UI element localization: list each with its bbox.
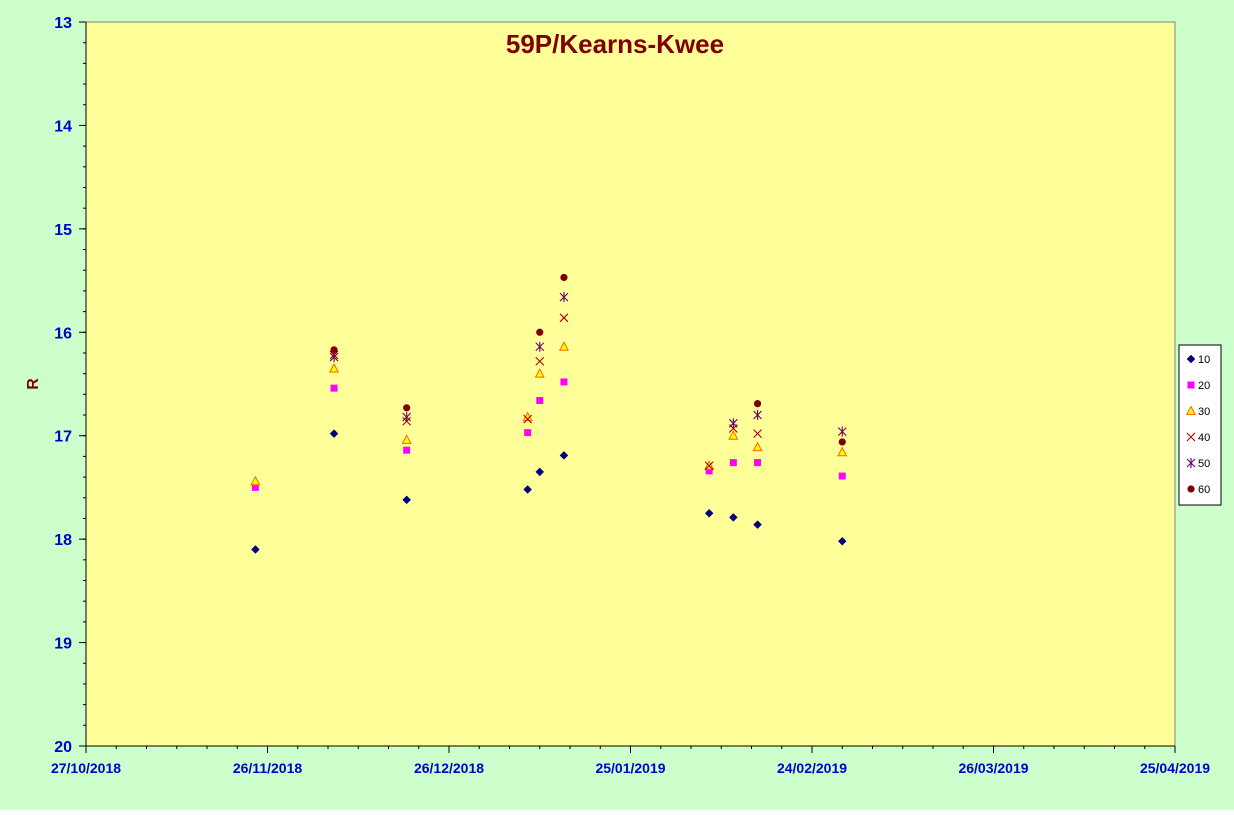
data-point [330,346,338,354]
data-point [559,313,569,323]
data-point [752,441,763,452]
data-point [729,459,737,467]
data-point [728,430,739,440]
legend-marker [1186,354,1196,364]
y-tick-label: 13 [54,15,72,32]
data-point [753,429,762,439]
y-tick-label: 16 [54,325,72,342]
x-tick-label: 26/12/2018 [414,760,484,776]
data-point [837,446,848,457]
legend-label: 10 [1198,354,1210,366]
data-point [754,459,762,467]
data-point [251,483,259,491]
legend-label: 60 [1198,484,1210,496]
x-tick-label: 26/03/2019 [958,760,1028,776]
legend-label: 40 [1198,432,1210,444]
series-20 [251,378,846,491]
series-10 [251,429,847,554]
data-point [251,545,260,554]
data-point [536,397,544,405]
y-tick-label: 19 [54,636,72,653]
data-point [753,520,762,530]
data-point [838,472,846,480]
data-point [330,384,338,392]
x-tick-label: 25/04/2019 [1140,760,1210,776]
data-point [329,429,339,438]
data-point [329,352,339,363]
data-point [704,461,714,471]
data-point [402,412,412,423]
data-point [728,513,738,522]
data-point [559,451,569,460]
data-point [329,362,340,373]
legend-item: 50 [1186,458,1210,470]
data-point [535,356,545,366]
data-point [705,467,713,475]
y-tick-label: 15 [54,222,72,239]
legend-marker [1187,381,1195,389]
x-tick-label: 26/11/2018 [233,760,303,776]
legend-label: 50 [1198,458,1210,470]
data-point [534,368,545,378]
series-60 [330,273,846,446]
x-tick-label: 25/01/2019 [595,760,665,776]
x-tick-label: 27/10/2018 [51,760,121,776]
axes: 13 14 15 16 17 18 19 20 27/10/2018 26/11/2018 26/1… [51,15,1210,776]
data-point [523,414,533,424]
data-point [524,429,532,437]
y-tick-label: 18 [54,532,72,549]
legend-marker [1186,432,1196,442]
chart-title: 59P/Kearns-Kwee [506,29,724,59]
data-point [837,426,847,437]
legend-item: 40 [1186,432,1210,444]
legend-marker [1186,458,1196,468]
legend-item: 30 [1185,405,1210,418]
data-marks [250,273,848,554]
data-point [753,410,762,421]
data-point [560,273,568,282]
data-point [536,328,544,336]
legend-marker [1185,405,1197,415]
legend-label: 20 [1198,380,1210,392]
data-point [704,508,714,518]
y-axis-label: R [25,378,42,390]
data-point [523,485,533,494]
legend-marker [1187,485,1195,493]
data-point [535,467,545,477]
x-tick-label: 24/02/2019 [777,760,847,776]
legend-item: 10 [1186,354,1210,366]
data-point [401,434,412,444]
data-point [559,292,569,303]
data-point [535,341,545,352]
legend-item: 20 [1187,380,1210,392]
data-point [402,495,412,505]
legend-item: 60 [1187,484,1210,496]
series-50 [329,292,847,437]
data-point [250,475,261,486]
data-point [403,446,411,454]
y-tick-label: 14 [54,118,72,135]
legend-label: 30 [1198,406,1210,418]
data-point [558,341,569,351]
y-tick-label: 20 [54,739,72,756]
plot-area [85,21,1176,747]
y-tick-label: 17 [54,429,72,446]
data-point [838,438,846,446]
data-point [403,404,411,412]
data-point [753,400,762,408]
legend: 10 20 30 40 50 60 [1178,344,1222,506]
data-point [560,378,568,386]
data-point [837,536,847,546]
legend-box [1178,344,1222,506]
data-point [728,418,738,429]
